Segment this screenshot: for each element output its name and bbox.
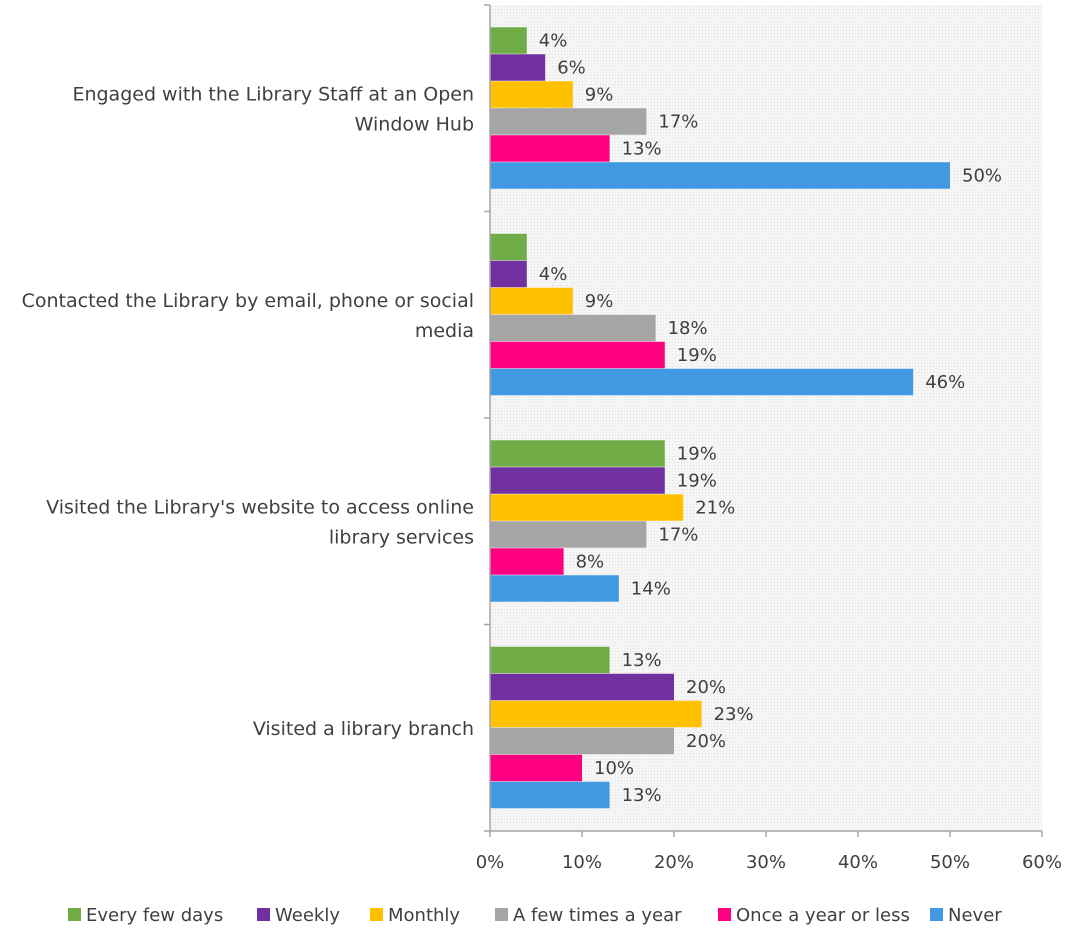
x-tick-label: 10% bbox=[562, 852, 602, 873]
legend-label-0: Every few days bbox=[86, 905, 223, 926]
bar-1-0 bbox=[490, 233, 527, 261]
value-label-1-1: 4% bbox=[539, 264, 568, 285]
bar-1-1 bbox=[490, 260, 527, 288]
value-label-2-4: 8% bbox=[576, 552, 605, 573]
bar-2-3 bbox=[490, 521, 647, 548]
value-label-1-2: 9% bbox=[585, 291, 614, 312]
value-label-1-4: 19% bbox=[677, 345, 717, 366]
category-label-3: Visited a library branch bbox=[253, 718, 474, 740]
value-label-1-3: 18% bbox=[668, 318, 708, 339]
value-label-3-3: 20% bbox=[686, 731, 726, 752]
bars-group bbox=[490, 27, 950, 809]
bar-0-3 bbox=[490, 108, 647, 135]
bar-2-0 bbox=[490, 440, 665, 467]
legend-swatch-5 bbox=[930, 908, 943, 921]
legend-label-1: Weekly bbox=[275, 905, 340, 926]
bar-2-5 bbox=[490, 575, 619, 602]
value-labels-group: 4% 6% 9% 17% 13% 50% 4% 9% 18% 19% 46% 19% 19% 21% 17%… bbox=[539, 31, 1002, 807]
category-label-0: Engaged with the Library Staff at an Ope… bbox=[72, 83, 474, 135]
legend-label-4: Once a year or less bbox=[736, 905, 910, 926]
x-tick-label: 30% bbox=[746, 852, 786, 873]
value-label-3-4: 10% bbox=[594, 758, 634, 779]
value-label-0-4: 13% bbox=[622, 139, 662, 160]
bar-0-4 bbox=[490, 135, 610, 162]
x-tick-label: 20% bbox=[654, 852, 694, 873]
bar-3-2 bbox=[490, 700, 702, 728]
legend-swatch-1 bbox=[257, 908, 270, 921]
x-tick-label: 60% bbox=[1022, 852, 1062, 873]
category-label-2: Visited the Library's website to access … bbox=[46, 496, 474, 548]
bar-3-4 bbox=[490, 754, 582, 782]
bar-3-0 bbox=[490, 646, 610, 674]
legend-label-5: Never bbox=[948, 905, 1002, 926]
bar-0-2 bbox=[490, 81, 573, 108]
value-label-2-0: 19% bbox=[677, 444, 717, 465]
legend-label-2: Monthly bbox=[388, 905, 460, 926]
value-label-3-0: 13% bbox=[622, 650, 662, 671]
legend-swatch-3 bbox=[495, 908, 508, 921]
bar-0-5 bbox=[490, 162, 950, 189]
tick-labels-group: 0% 10% 20% 30% 40% 50% 60% bbox=[476, 852, 1062, 873]
bar-2-2 bbox=[490, 494, 684, 521]
value-label-2-2: 21% bbox=[695, 498, 735, 519]
x-tick-label: 0% bbox=[476, 852, 505, 873]
value-label-2-3: 17% bbox=[658, 525, 698, 546]
x-tick-label: 40% bbox=[838, 852, 878, 873]
bar-1-2 bbox=[490, 287, 573, 315]
value-label-0-2: 9% bbox=[585, 85, 614, 106]
category-label-line: library services bbox=[329, 526, 474, 548]
category-label-line: Visited the Library's website to access … bbox=[46, 496, 474, 518]
category-label-1: Contacted the Library by email, phone or… bbox=[22, 290, 474, 342]
value-label-2-1: 19% bbox=[677, 471, 717, 492]
legend-label-3: A few times a year bbox=[513, 905, 682, 926]
bar-0-1 bbox=[490, 54, 546, 81]
bar-1-5 bbox=[490, 368, 914, 396]
category-label-line: Window Hub bbox=[355, 113, 474, 135]
legend-swatch-0 bbox=[68, 908, 81, 921]
bar-1-4 bbox=[490, 341, 665, 369]
axes-group bbox=[484, 4, 1043, 837]
bar-2-1 bbox=[490, 467, 665, 494]
legend-swatch-2 bbox=[370, 908, 383, 921]
bar-3-1 bbox=[490, 673, 674, 701]
bar-0-0 bbox=[490, 27, 527, 54]
value-label-2-5: 14% bbox=[631, 579, 671, 600]
value-label-0-0: 4% bbox=[539, 31, 568, 52]
bar-3-5 bbox=[490, 781, 610, 809]
value-label-3-2: 23% bbox=[714, 704, 754, 725]
value-label-3-1: 20% bbox=[686, 677, 726, 698]
category-label-line: Visited a library branch bbox=[253, 718, 474, 740]
legend: Every few days Weekly Monthly A few times a… bbox=[68, 905, 1002, 926]
bar-3-3 bbox=[490, 727, 674, 755]
value-label-0-5: 50% bbox=[962, 166, 1002, 187]
category-label-line: Contacted the Library by email, phone or… bbox=[22, 290, 474, 312]
category-label-line: media bbox=[415, 320, 474, 342]
legend-swatch-4 bbox=[718, 908, 731, 921]
value-label-0-1: 6% bbox=[557, 58, 586, 79]
value-label-3-5: 13% bbox=[622, 785, 662, 806]
category-labels-group: Engaged with the Library Staff at an Ope… bbox=[22, 83, 474, 740]
bar-1-3 bbox=[490, 314, 656, 342]
bar-2-4 bbox=[490, 548, 564, 575]
x-tick-label: 50% bbox=[930, 852, 970, 873]
value-label-1-5: 46% bbox=[925, 372, 965, 393]
value-label-0-3: 17% bbox=[658, 112, 698, 133]
category-label-line: Engaged with the Library Staff at an Ope… bbox=[72, 83, 474, 105]
